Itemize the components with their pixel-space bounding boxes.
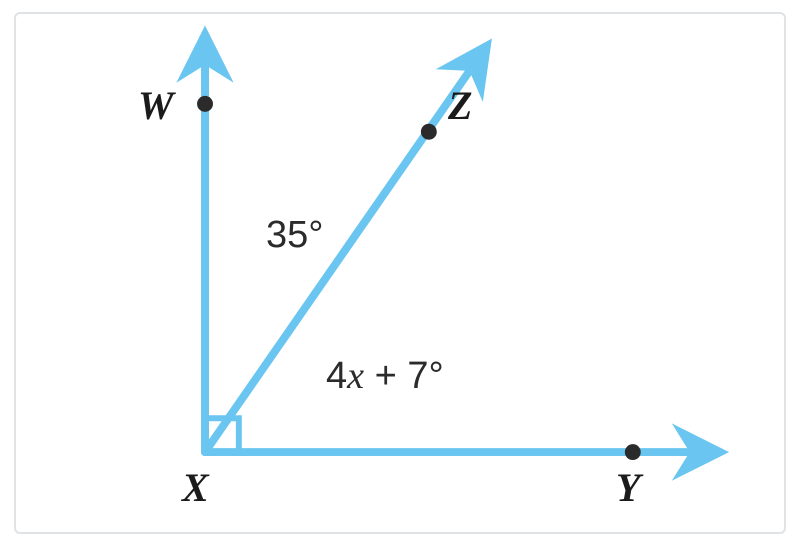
point-w [197,96,213,112]
label-w: W [138,82,174,129]
expr-coef: 4 [326,355,347,397]
point-z [421,124,437,140]
diagram-svg [16,14,784,532]
expr-rest: + 7° [364,355,444,397]
expr-var: x [347,355,364,397]
label-y: Y [616,464,640,511]
angle-zxy-label: 4x + 7° [326,354,444,398]
label-x: X [182,464,209,511]
point-y [625,444,641,460]
angle-wxz-label: 35° [266,214,323,257]
label-z: Z [448,82,472,129]
geometry-figure: W Z X Y 35° 4x + 7° [14,12,786,534]
